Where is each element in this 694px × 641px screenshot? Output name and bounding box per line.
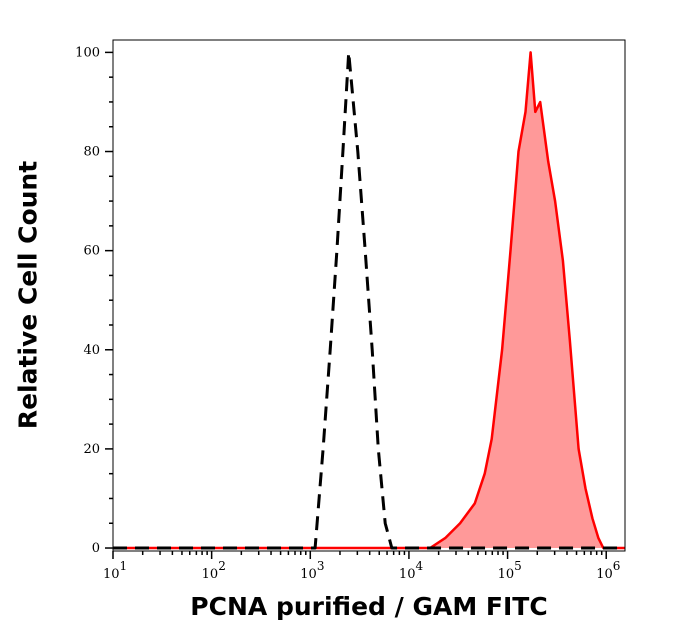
x-tick-label: 105: [498, 559, 522, 582]
y-tick-label: 20: [83, 442, 100, 457]
x-tick-label: 106: [596, 559, 620, 582]
x-tick-label: 101: [103, 559, 127, 582]
sample-series-line: [113, 51, 625, 550]
y-tick-label: 40: [83, 343, 100, 358]
y-tick-label: 100: [75, 45, 100, 60]
x-tick-label: 104: [399, 559, 424, 582]
x-tick-label: 102: [202, 559, 226, 582]
x-axis-label: PCNA purified / GAM FITC: [190, 592, 548, 621]
series-fill: [113, 52, 625, 549]
x-tick-label: 103: [300, 559, 324, 582]
y-tick-label: 60: [83, 244, 100, 259]
y-tick-label: 80: [83, 145, 100, 160]
control-series-line: [113, 50, 625, 550]
y-axis-label: Relative Cell Count: [13, 160, 43, 430]
y-tick-label: 0: [92, 541, 100, 556]
